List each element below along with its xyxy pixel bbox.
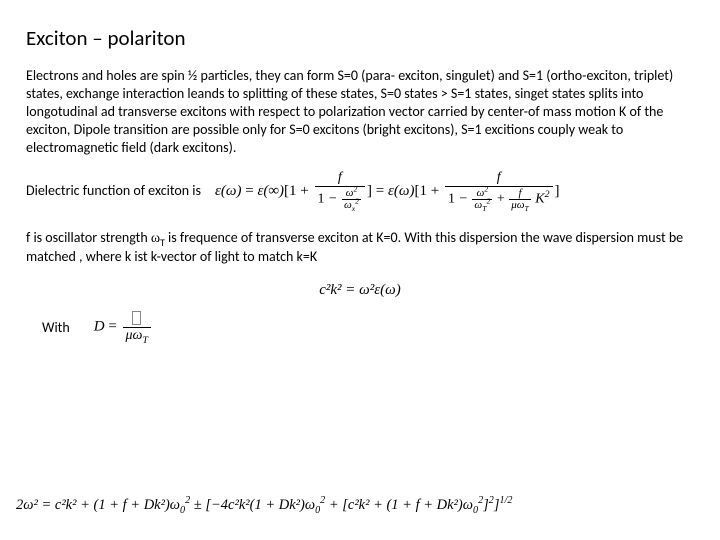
eq-lhs: ε(ω) xyxy=(215,183,242,199)
fraction-2: f 1 − ω2 ωT2 + f μωT K2 xyxy=(445,171,553,212)
center-equation-row: c²k² = ω²ε(ω) xyxy=(26,280,694,299)
final-equation: 2ω² = c²k² + (1 + f + Dk²)ω02 ± [−4c²k²(… xyxy=(16,497,512,514)
fraction-1: f 1 − ω2 ωx2 xyxy=(315,171,366,212)
page-title: Exciton – polariton xyxy=(26,26,694,51)
paragraph-1: Electrons and holes are spin ½ particles… xyxy=(26,67,694,157)
with-row: With D = μωT xyxy=(42,311,694,344)
paragraph-2: f is oscillator strength ωT is frequence… xyxy=(26,229,694,266)
dielectric-row: Dielectric function of exciton is ε(ω) =… xyxy=(26,171,694,212)
d-equation: D = μωT xyxy=(94,311,153,344)
eq-eps-inf: ε(∞) xyxy=(257,183,284,199)
center-equation: c²k² = ω²ε(ω) xyxy=(319,282,401,298)
with-label: With xyxy=(42,319,70,336)
p2-a: f is oscillator strength xyxy=(26,229,151,246)
eq-eps-omega: ε(ω) xyxy=(388,183,415,199)
omega-symbol: ω xyxy=(151,231,160,246)
slide: Exciton – polariton Electrons and holes … xyxy=(0,0,720,540)
placeholder-box-icon xyxy=(132,311,141,325)
dielectric-equation: ε(ω) = ε(∞)[1 + f 1 − ω2 ωx2 ] = ε(ω)[1 … xyxy=(215,171,560,212)
dielectric-label: Dielectric function of exciton is xyxy=(26,182,201,200)
